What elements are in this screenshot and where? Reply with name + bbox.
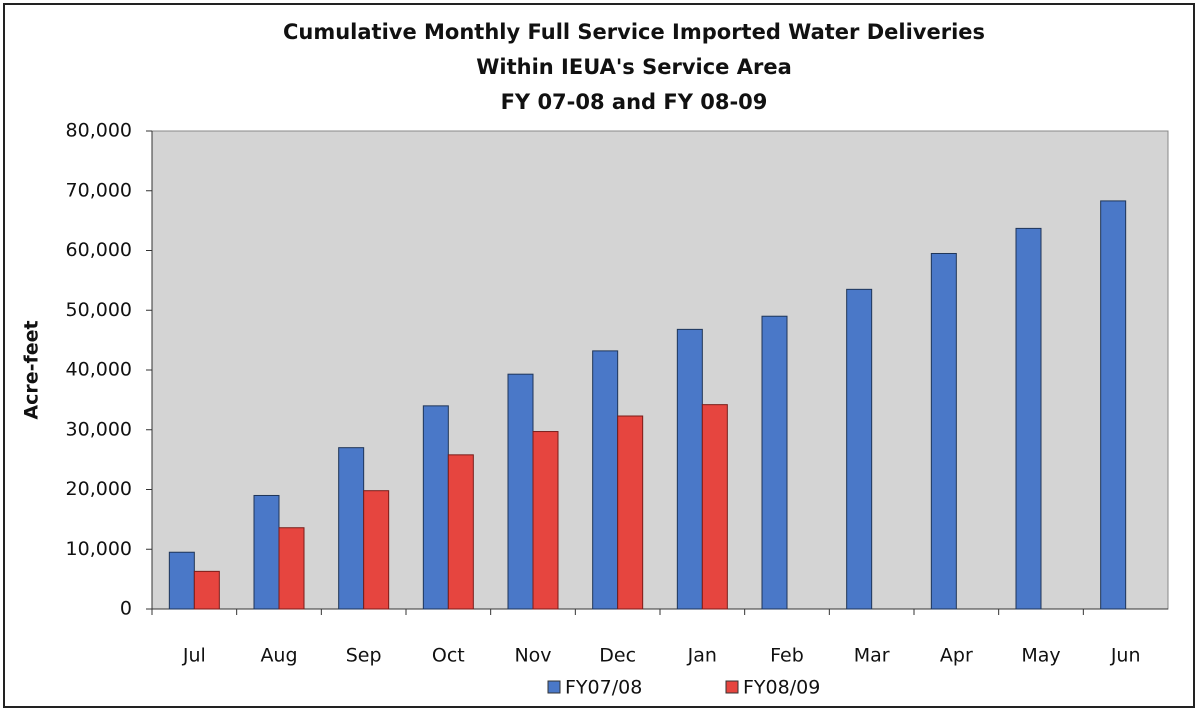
chart-title: Cumulative Monthly Full Service Imported… bbox=[283, 20, 985, 44]
bar bbox=[253, 494, 280, 610]
y-tick-label: 20,000 bbox=[66, 478, 132, 500]
bar bbox=[168, 551, 195, 610]
y-tick-label: 50,000 bbox=[66, 299, 132, 321]
legend-swatch bbox=[725, 680, 739, 694]
chart-title: Within IEUA's Service Area bbox=[476, 55, 792, 79]
y-tick-label: 10,000 bbox=[66, 538, 132, 560]
bar bbox=[592, 350, 619, 610]
x-tick-label: Sep bbox=[346, 645, 382, 667]
bar bbox=[930, 252, 957, 610]
bar bbox=[278, 527, 305, 610]
bar bbox=[193, 570, 220, 610]
x-tick-label: Jul bbox=[182, 645, 206, 667]
bar bbox=[761, 315, 788, 610]
x-tick-label: Aug bbox=[260, 645, 297, 667]
y-tick-label: 80,000 bbox=[66, 120, 132, 142]
chart-title: FY 07-08 and FY 08-09 bbox=[501, 90, 768, 114]
y-tick-label: 30,000 bbox=[66, 418, 132, 440]
plot-area bbox=[151, 130, 1169, 610]
bar bbox=[422, 405, 449, 610]
x-tick-label: May bbox=[1021, 645, 1060, 667]
bar bbox=[1015, 227, 1042, 610]
bar bbox=[701, 404, 728, 610]
x-tick-label: Jan bbox=[687, 645, 717, 667]
bar bbox=[532, 431, 559, 610]
x-tick-label: Nov bbox=[514, 645, 551, 667]
y-axis-label: Acre-feet bbox=[21, 320, 43, 419]
bar bbox=[846, 288, 873, 610]
x-tick-label: Mar bbox=[854, 645, 890, 667]
bar bbox=[676, 328, 703, 610]
y-tick-label: 70,000 bbox=[66, 179, 132, 201]
legend-label: FY07/08 bbox=[565, 677, 642, 699]
x-tick-label: Apr bbox=[940, 645, 973, 667]
legend-label: FY08/09 bbox=[743, 677, 820, 699]
x-tick-label: Dec bbox=[599, 645, 636, 667]
y-tick-label: 40,000 bbox=[66, 359, 132, 381]
x-tick-label: Feb bbox=[770, 645, 804, 667]
y-tick-label: 60,000 bbox=[66, 239, 132, 261]
legend-swatch bbox=[547, 680, 561, 694]
bar bbox=[1100, 200, 1127, 610]
x-tick-label: Jun bbox=[1110, 645, 1141, 667]
bar bbox=[447, 454, 474, 610]
bar bbox=[363, 490, 390, 610]
x-tick-label: Oct bbox=[432, 645, 465, 667]
y-tick-label: 0 bbox=[120, 598, 132, 620]
bar bbox=[507, 373, 534, 610]
bar bbox=[617, 415, 644, 610]
bar bbox=[338, 447, 365, 610]
